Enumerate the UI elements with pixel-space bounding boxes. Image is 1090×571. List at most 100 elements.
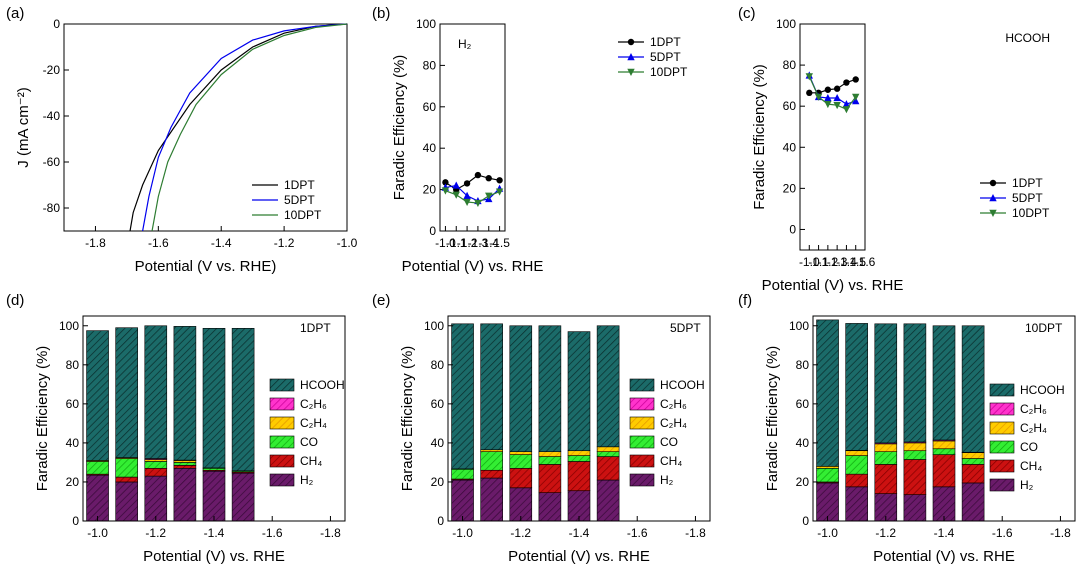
bar-segment (86, 330, 109, 461)
bar-segment (845, 450, 868, 456)
x-tick-label: -1.6 (148, 236, 169, 250)
legend-label: HCOOH (1020, 383, 1065, 397)
legend-label: CH₄ (300, 454, 322, 468)
x-axis-label: Potential (V vs. RHE) (135, 258, 277, 275)
legend-swatch (629, 378, 655, 392)
bar-segment (451, 479, 474, 522)
y-tick-label: 100 (59, 319, 79, 333)
x-tick-label: -1.5 (489, 236, 510, 250)
x-tick-label: -1.6 (855, 255, 876, 269)
legend-swatch (269, 416, 295, 430)
data-point (463, 180, 471, 187)
legend-label: HCOOH (660, 378, 705, 392)
data-point (474, 199, 482, 208)
series-line (151, 23, 348, 232)
bar-segment (144, 461, 168, 469)
data-point (485, 192, 493, 200)
x-tick-label: -1.4 (836, 255, 857, 269)
legend-swatch (989, 478, 1015, 492)
y-tick-label: 0 (429, 224, 436, 238)
legend-label: 1DPT (650, 35, 681, 49)
x-tick-label: -1.1 (446, 236, 467, 250)
bar-segment (538, 451, 562, 457)
bar-segment (202, 470, 226, 522)
bar-segment (903, 323, 927, 443)
data-point (627, 68, 635, 76)
legend-label: C₂H₄ (660, 416, 687, 430)
data-point (441, 187, 450, 195)
x-tick-label: -1.8 (85, 236, 106, 250)
legend-label: H₂ (300, 473, 314, 487)
data-point (627, 38, 635, 46)
x-tick-label: -1.2 (145, 526, 166, 540)
series-line (129, 23, 348, 232)
x-tick-label: -1.2 (875, 526, 896, 540)
y-tick-label: 20 (796, 475, 810, 489)
data-point (452, 181, 460, 189)
bar-segment (961, 482, 985, 522)
bar-segment (480, 323, 503, 451)
legend-label: H₂ (1020, 478, 1034, 492)
y-tick-label: 80 (431, 358, 445, 372)
data-point (824, 93, 832, 102)
y-tick-label: 60 (423, 100, 437, 114)
bar-segment (961, 325, 985, 453)
bar-segment (567, 455, 591, 462)
bar-segment (845, 455, 868, 475)
bar-segment (451, 323, 474, 470)
y-tick-label: 40 (66, 436, 80, 450)
bar-segment (932, 486, 956, 522)
legend-label: 10DPT (1012, 206, 1050, 220)
chart-panel-a: (a) -1.8 -1.6 -1.4 -1.2 -1.0 -80 -60 -40 -20 0 Pote… (6, 5, 358, 275)
bar-segment (480, 477, 503, 522)
legend-label: C₂H₄ (1020, 421, 1047, 435)
data-point (989, 179, 997, 187)
data-point (474, 171, 482, 179)
legend-label: 1DPT (284, 178, 315, 192)
data-point (989, 194, 997, 202)
bar-segment (115, 458, 138, 478)
bar-segment (480, 469, 503, 479)
x-tick-label: -1.2 (274, 236, 295, 250)
bar-segment (903, 459, 927, 495)
bar-segment (845, 486, 868, 522)
legend-swatch (989, 421, 1015, 435)
chart-panel-f: (f) -1.0 -1.2 -1.4 -1.6 -1.8 0 20 40 60 80 100 Poten… (738, 292, 1076, 565)
x-tick-label: -1.0 (337, 236, 358, 250)
panel-label: (a) (6, 5, 24, 22)
bar-segment (567, 331, 591, 452)
y-tick-label: -20 (43, 63, 61, 77)
panel-label: (e) (372, 292, 390, 309)
bar-segment (874, 443, 898, 452)
x-tick-label: -1.3 (468, 236, 489, 250)
x-tick-label: -1.8 (320, 526, 341, 540)
legend-label: 5DPT (1012, 191, 1043, 205)
y-tick-label: 80 (783, 58, 797, 72)
x-tick-label: -1.8 (685, 526, 706, 540)
y-tick-label: 60 (66, 397, 80, 411)
legend-label: 10DPT (650, 65, 688, 79)
data-point (805, 73, 813, 81)
legend-label: HCOOH (300, 378, 345, 392)
y-axis-label: Faradic Efficiency (%) (391, 55, 408, 201)
bar-segment (816, 467, 839, 483)
legend-swatch (629, 435, 655, 449)
bar-segment (173, 326, 197, 461)
bar-segment (115, 327, 138, 458)
bar-segment (231, 327, 255, 472)
chart-panel-b: (b) -1.0-1.1-1.2-1.3-1.4-1.5 0 20 40 60 80 100 P… (372, 5, 688, 275)
bar-segment (596, 446, 620, 452)
bar-segment (961, 464, 985, 484)
data-point (989, 209, 997, 217)
y-tick-label: 40 (783, 140, 797, 154)
y-tick-label: 0 (789, 222, 796, 236)
y-axis-label: Faradic Efficiency (%) (399, 346, 416, 492)
plot-frame (799, 23, 866, 251)
bar-segment (567, 461, 591, 492)
bar-segment (874, 323, 898, 444)
data-point (842, 100, 851, 108)
bar-segment (115, 481, 138, 522)
x-tick-label: -1.2 (818, 255, 839, 269)
y-tick-label: 0 (437, 514, 444, 528)
y-tick-label: 0 (802, 514, 809, 528)
